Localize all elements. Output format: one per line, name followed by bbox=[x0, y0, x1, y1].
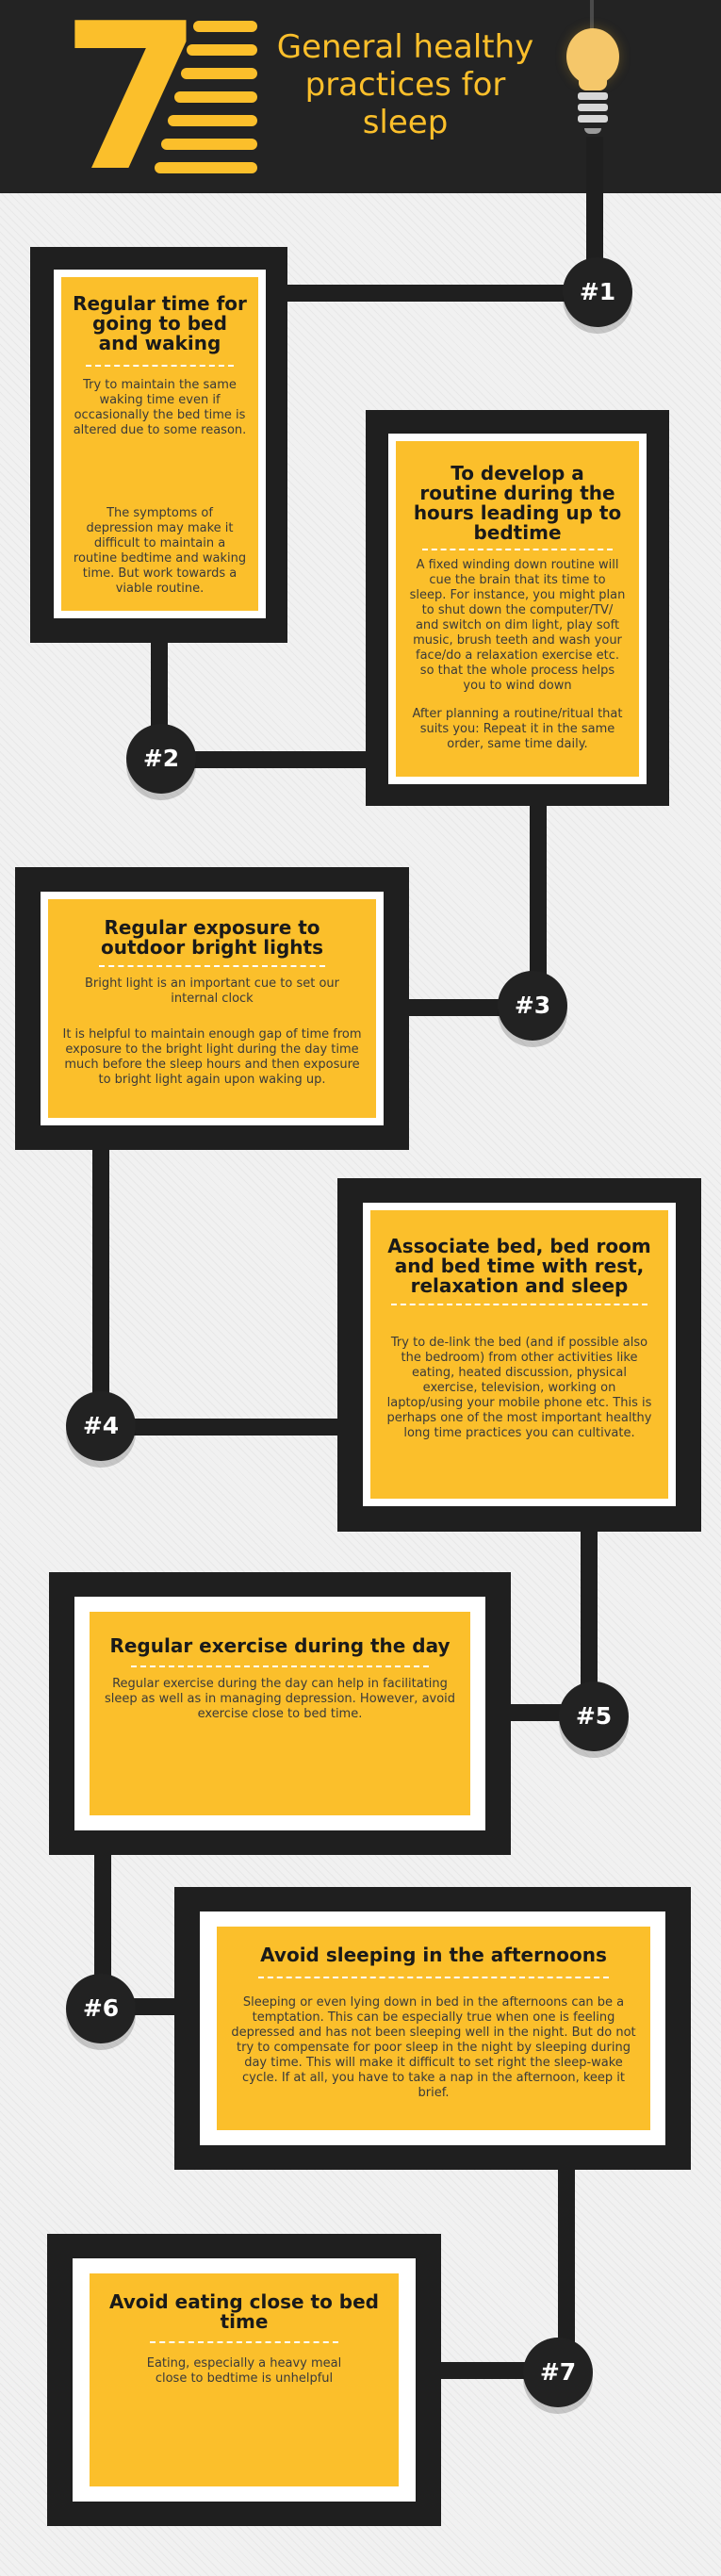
step-5-card: Regular exercise during the day Regular … bbox=[90, 1612, 470, 1815]
step-7-text-1: Eating, especially a heavy meal close to… bbox=[146, 2356, 342, 2386]
step-6-card: Avoid sleeping in the afternoons Sleepin… bbox=[217, 1927, 650, 2130]
step-3-card: Regular exposure to outdoor bright light… bbox=[48, 899, 376, 1118]
step-6-text-1: Sleeping or even lying down in bed in th… bbox=[231, 1995, 636, 2100]
step-2-card: To develop a routine during the hours le… bbox=[396, 441, 639, 777]
step-4-title: Associate bed, bed room and bed time wit… bbox=[387, 1235, 651, 1297]
step-2-text-1: A fixed winding down routine will cue th… bbox=[409, 558, 626, 693]
step-6-title: Avoid sleeping in the afternoons bbox=[260, 1944, 607, 1966]
step-5-text-1: Regular exercise during the day can help… bbox=[104, 1677, 456, 1721]
step-2-title: To develop a routine during the hours le… bbox=[413, 462, 622, 544]
step-2-text-2: After planning a routine/ritual that sui… bbox=[412, 707, 623, 751]
step-4-text-1: Try to de-link the bed (and if possible … bbox=[386, 1336, 652, 1440]
step-7-title: Avoid eating close to bed time bbox=[108, 2290, 379, 2333]
step-3-text-1: Bright light is an important cue to set … bbox=[85, 976, 339, 1006]
step-4-card: Associate bed, bed room and bed time wit… bbox=[370, 1210, 668, 1499]
step-1-text-1: Try to maintain the same waking time eve… bbox=[73, 378, 247, 437]
step-3-title: Regular exposure to outdoor bright light… bbox=[100, 916, 323, 959]
header-banner: 7 General healthy practices for sleep bbox=[0, 0, 721, 199]
step-1-card: Regular time for going to bed and waking… bbox=[61, 277, 258, 611]
step-4-badge: #4 bbox=[66, 1391, 136, 1461]
step-1-badge: #1 bbox=[563, 257, 632, 327]
step-3-text-2: It is helpful to maintain enough gap of … bbox=[62, 1027, 362, 1087]
step-5-badge: #5 bbox=[559, 1682, 629, 1751]
step-1-text-2: The symptoms of depression may make it d… bbox=[73, 506, 247, 596]
step-3-badge: #3 bbox=[498, 971, 567, 1041]
page-title: General healthy practices for sleep bbox=[276, 28, 534, 141]
step-1-title: Regular time for going to bed and waking bbox=[73, 292, 247, 354]
step-7-card: Avoid eating close to bed time Eating, e… bbox=[90, 2273, 399, 2486]
step-7-badge: #7 bbox=[523, 2338, 593, 2407]
step-2-badge: #2 bbox=[126, 724, 196, 794]
step-5-title: Regular exercise during the day bbox=[109, 1634, 451, 1657]
step-6-badge: #6 bbox=[66, 1974, 136, 2043]
